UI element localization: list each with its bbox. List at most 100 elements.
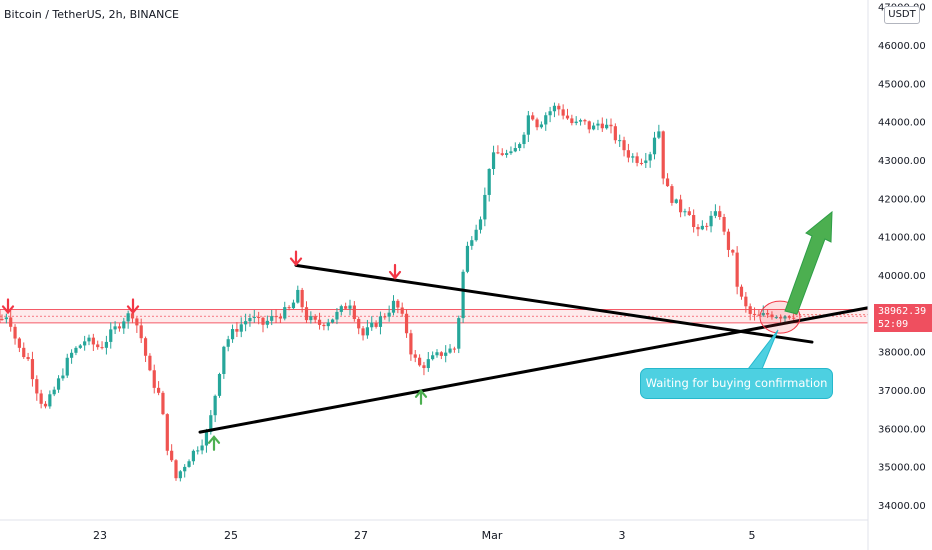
candle-body: [487, 169, 491, 195]
candle-body: [618, 140, 622, 142]
candle-body: [400, 307, 404, 314]
price-axis-background: [868, 0, 932, 550]
candle-body: [605, 124, 609, 129]
candle-body: [130, 313, 135, 319]
candle-body: [304, 307, 309, 321]
support-zone: [0, 309, 869, 324]
price-tick-label: 34000.00: [878, 501, 926, 512]
candle-body: [709, 215, 713, 227]
price-tick-label: 44000.00: [878, 118, 926, 129]
candle-body: [104, 341, 108, 348]
candle-body: [387, 312, 391, 317]
candle-body: [109, 329, 113, 342]
candle-body: [505, 153, 509, 155]
candle-body: [239, 324, 243, 332]
candle-body: [522, 134, 526, 145]
candle-body: [683, 211, 687, 213]
projection-arrow-icon: [784, 210, 833, 315]
candle-body: [339, 306, 343, 312]
candle-body: [748, 306, 752, 314]
candle-body: [491, 152, 496, 170]
candle-body: [531, 115, 535, 120]
candle-body: [548, 111, 552, 116]
candle-body: [422, 365, 426, 369]
candle-body: [483, 194, 487, 220]
candle-body: [457, 318, 461, 349]
candle-body: [391, 300, 396, 313]
candle-body: [152, 370, 156, 388]
candle-body: [204, 431, 209, 446]
candle-body: [570, 118, 574, 124]
candle-body: [74, 347, 78, 353]
candle-body: [100, 347, 104, 349]
price-tick-label: 41000.00: [878, 233, 926, 244]
candle-body: [631, 156, 635, 158]
trendline-1: [294, 263, 814, 344]
candle-body: [448, 348, 452, 353]
candle-body: [657, 131, 661, 138]
candle-body: [17, 338, 21, 348]
candle-body: [331, 319, 335, 323]
candle-body: [578, 120, 583, 122]
candle-body: [783, 316, 787, 319]
sell-arrow-icon: [1, 298, 15, 315]
candle-body: [200, 445, 204, 451]
candle-body: [226, 339, 230, 347]
last-price-value: 38962.39: [878, 306, 927, 317]
candle-body: [474, 229, 478, 241]
price-tick-label: 37000.00: [878, 386, 926, 397]
buy-arrow-icon: [207, 435, 221, 451]
candle-body: [500, 153, 504, 155]
candle-body: [0, 319, 4, 321]
candle-body: [174, 460, 178, 479]
candle-body: [696, 227, 700, 230]
candle-body: [513, 148, 517, 152]
candle-body: [779, 317, 783, 319]
candle-body: [91, 337, 95, 345]
candle-body: [52, 389, 56, 395]
candle-body: [252, 317, 256, 319]
candle-body: [792, 317, 796, 319]
candle-body: [13, 326, 17, 339]
time-tick-label: 25: [224, 529, 238, 542]
candle-body: [413, 354, 417, 358]
candle-body: [665, 178, 670, 187]
candles: [0, 102, 868, 482]
candle-body: [283, 307, 287, 319]
chart-title: Bitcoin / TetherUS, 2h, BINANCE: [4, 8, 180, 21]
candle-body: [731, 249, 735, 253]
candle-body: [396, 300, 400, 308]
candle-body: [744, 296, 748, 307]
candle-body: [157, 387, 161, 393]
price-tick-label: 35000.00: [878, 463, 926, 474]
candle-body: [326, 322, 330, 327]
last-price-badge: 38962.39 52:09: [874, 304, 932, 332]
candle-body: [409, 333, 413, 355]
candle-body: [374, 322, 378, 327]
sell-arrow-icon: [388, 263, 402, 280]
candle-body: [774, 317, 778, 319]
candle-body: [122, 321, 126, 329]
candle-body: [4, 317, 8, 320]
candle-body: [126, 313, 130, 322]
candle-body: [135, 318, 139, 326]
candle-body: [509, 151, 513, 154]
trendlines: [198, 263, 902, 434]
time-axis: 23 25 27 Mar 3 5: [0, 519, 868, 542]
currency-badge[interactable]: USDT: [884, 6, 920, 24]
candle-body: [670, 186, 674, 203]
candle-body: [291, 302, 296, 309]
time-tick-label: 23: [93, 529, 107, 542]
candle-body: [757, 314, 761, 316]
candle-body: [161, 392, 165, 415]
sell-arrow-icon: [289, 250, 303, 267]
candle-body: [404, 313, 409, 334]
candle-body: [344, 306, 348, 309]
candle-body: [78, 345, 82, 348]
candle-body: [217, 374, 222, 396]
candle-body: [309, 316, 313, 321]
candle-body: [378, 316, 383, 327]
candle-body: [43, 403, 48, 407]
candle-body: [65, 357, 69, 376]
